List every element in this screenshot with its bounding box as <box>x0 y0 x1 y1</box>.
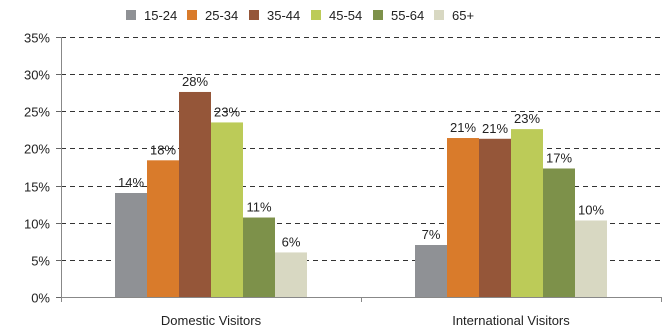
data-label: 17% <box>546 150 572 165</box>
y-tick-label: 30% <box>24 68 50 83</box>
data-label: 28% <box>182 74 208 89</box>
y-tick-label: 20% <box>24 142 50 157</box>
bar <box>147 160 179 297</box>
data-label: 7% <box>422 227 441 242</box>
data-label: 6% <box>282 234 301 249</box>
category-label: Domestic Visitors <box>161 313 262 328</box>
axes: 0% 5% 10% 15% 20% 25% 30% 35% Domestic Visitors I… <box>24 31 662 328</box>
bar <box>479 138 511 297</box>
data-label: 23% <box>214 104 240 119</box>
legend-swatch <box>311 10 321 20</box>
legend-label: 35-44 <box>267 8 300 23</box>
y-tick-label: 35% <box>24 31 50 46</box>
legend-swatch <box>434 10 444 20</box>
data-label: 23% <box>514 111 540 126</box>
legend-swatch <box>126 10 136 20</box>
data-label: 18% <box>150 142 176 157</box>
legend-label: 45-54 <box>329 8 362 23</box>
legend-swatch <box>249 10 259 20</box>
bar <box>511 129 543 297</box>
bar <box>447 138 479 297</box>
legend: 15-24 25-34 35-44 45-54 55-64 65+ <box>126 8 474 23</box>
bar <box>275 252 307 297</box>
category-label: International Visitors <box>452 313 570 328</box>
bar <box>179 91 211 297</box>
legend-label: 65+ <box>452 8 474 23</box>
bar <box>211 122 243 297</box>
data-label: 21% <box>482 121 508 136</box>
legend-label: 15-24 <box>144 8 177 23</box>
legend-label: 25-34 <box>205 8 238 23</box>
legend-swatch <box>187 10 197 20</box>
bar <box>243 217 275 297</box>
legend-swatch <box>373 10 383 20</box>
y-tick-label: 25% <box>24 105 50 120</box>
legend-label: 55-64 <box>391 8 424 23</box>
bar <box>415 245 447 297</box>
bars <box>115 91 607 297</box>
data-label: 10% <box>578 202 604 217</box>
bar <box>575 220 607 297</box>
data-labels: 14% 18% 28% 23% 11% 6% 7% 21% 21% 23% 17% 10% <box>118 74 604 249</box>
bar <box>543 168 575 297</box>
data-label: 11% <box>246 200 271 215</box>
y-tick-label: 5% <box>31 254 50 269</box>
y-tick-label: 0% <box>31 291 50 306</box>
data-label: 14% <box>118 175 144 190</box>
bar <box>115 193 147 297</box>
data-label: 21% <box>450 120 476 135</box>
y-tick-label: 15% <box>24 180 50 195</box>
y-tick-label: 10% <box>24 217 50 232</box>
